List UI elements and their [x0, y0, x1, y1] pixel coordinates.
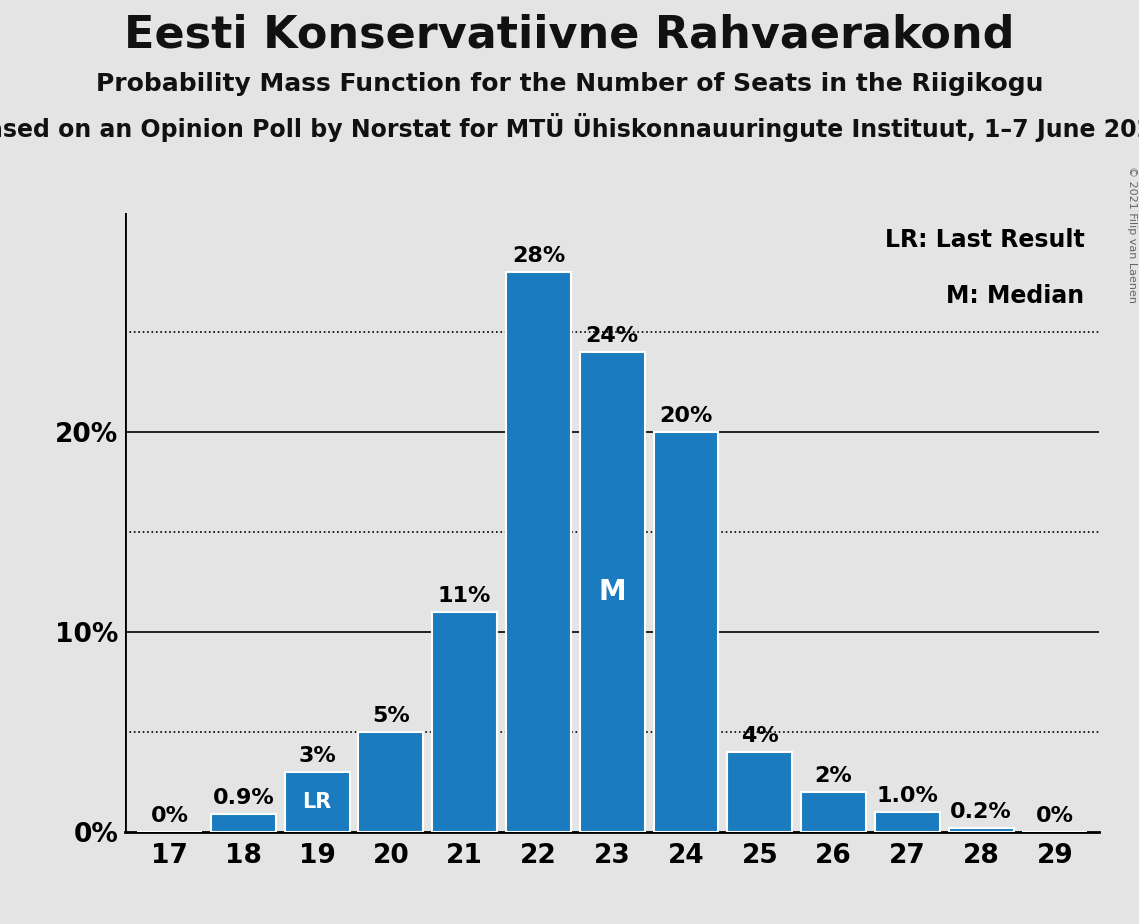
Bar — [728, 752, 793, 832]
Text: 3%: 3% — [298, 746, 336, 766]
Text: 2%: 2% — [814, 766, 852, 785]
Text: 20%: 20% — [659, 407, 713, 426]
Text: 28%: 28% — [511, 247, 565, 266]
Text: Based on an Opinion Poll by Norstat for MTÜ Ühiskonnauuringute Instituut, 1–7 Ju: Based on an Opinion Poll by Norstat for … — [0, 113, 1139, 141]
Text: © 2021 Filip van Laenen: © 2021 Filip van Laenen — [1126, 166, 1137, 303]
Bar — [359, 732, 424, 832]
Text: 0%: 0% — [1035, 806, 1074, 826]
Bar — [211, 814, 276, 832]
Text: 4%: 4% — [740, 725, 779, 746]
Text: Eesti Konservatiivne Rahvaerakond: Eesti Konservatiivne Rahvaerakond — [124, 14, 1015, 57]
Text: 11%: 11% — [439, 586, 491, 606]
Bar — [949, 828, 1014, 832]
Text: 0%: 0% — [150, 806, 189, 826]
Bar — [580, 352, 645, 832]
Text: 5%: 5% — [372, 706, 410, 725]
Text: Probability Mass Function for the Number of Seats in the Riigikogu: Probability Mass Function for the Number… — [96, 72, 1043, 96]
Bar — [432, 612, 497, 832]
Bar — [801, 792, 866, 832]
Bar — [506, 273, 571, 832]
Text: 0.2%: 0.2% — [950, 802, 1011, 821]
Text: 0.9%: 0.9% — [213, 787, 274, 808]
Text: M: Median: M: Median — [947, 284, 1084, 308]
Bar — [875, 811, 940, 832]
Bar — [654, 432, 719, 832]
Text: M: M — [598, 578, 626, 606]
Text: LR: LR — [303, 792, 331, 811]
Text: 24%: 24% — [585, 326, 639, 346]
Bar — [285, 772, 350, 832]
Text: 1.0%: 1.0% — [876, 785, 939, 806]
Text: LR: Last Result: LR: Last Result — [885, 228, 1084, 252]
